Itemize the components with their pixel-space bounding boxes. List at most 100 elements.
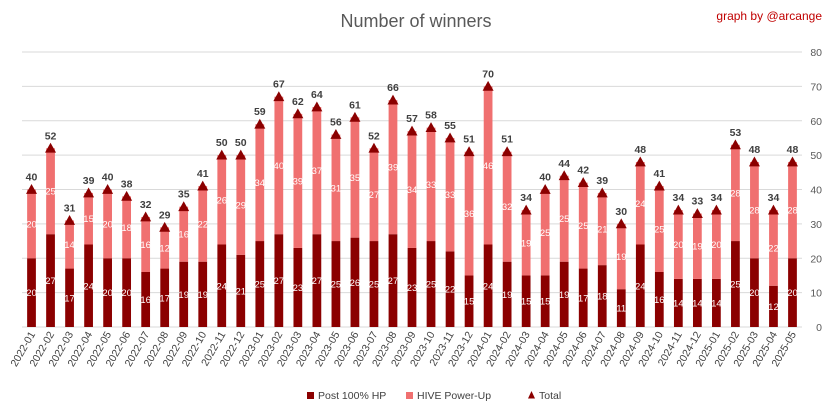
data-label-total: 48: [749, 144, 761, 156]
total-marker: [520, 204, 532, 215]
bar-hive-power-up: [578, 182, 588, 269]
data-label-post-100-hp: 17: [64, 293, 75, 304]
bar-hive-power-up: [597, 192, 607, 266]
bar-post-100-hp: [616, 289, 626, 327]
total-marker: [672, 204, 684, 215]
bar-hive-power-up: [445, 137, 455, 252]
data-label-total: 58: [425, 110, 437, 122]
data-label-hive-power-up: 25: [559, 214, 570, 225]
bar-post-100-hp: [141, 272, 151, 327]
data-label-hive-power-up: 25: [45, 187, 56, 198]
data-label-post-100-hp: 12: [768, 302, 779, 313]
data-label-hive-power-up: 20: [26, 219, 37, 230]
bar-post-100-hp: [426, 241, 436, 327]
bar-post-100-hp: [331, 241, 341, 327]
bar-post-100-hp: [274, 234, 284, 327]
bar-hive-power-up: [502, 151, 512, 262]
total-marker: [539, 184, 551, 194]
y-tick-label: 80: [810, 47, 822, 59]
data-label-post-100-hp: 24: [635, 281, 646, 292]
bar-hive-power-up: [712, 210, 721, 279]
data-label-hive-power-up: 34: [255, 178, 266, 189]
total-marker: [311, 101, 323, 112]
y-tick-label: 60: [810, 116, 822, 128]
data-label-post-100-hp: 24: [83, 281, 94, 292]
bar-post-100-hp: [217, 244, 227, 327]
data-label-total: 41: [197, 168, 209, 180]
bar-hive-power-up: [179, 206, 189, 262]
data-label-hive-power-up: 12: [159, 243, 170, 254]
bar-post-100-hp: [388, 234, 398, 327]
x-axis-ticks: 2022-012022-022022-032022-042022-052022-…: [8, 329, 799, 369]
data-label-post-100-hp: 22: [445, 285, 456, 296]
data-label-post-100-hp: 24: [216, 281, 227, 292]
data-label-hive-power-up: 19: [616, 252, 627, 263]
bar-post-100-hp: [540, 275, 550, 327]
bar-hive-power-up: [635, 162, 645, 245]
total-marker: [634, 156, 646, 167]
data-label-post-100-hp: 11: [616, 304, 626, 315]
data-label-total: 42: [577, 165, 589, 177]
data-label-hive-power-up: 27: [369, 190, 380, 201]
data-label-total: 61: [349, 99, 361, 111]
bar-post-100-hp: [46, 234, 55, 327]
bar-post-100-hp: [502, 261, 512, 327]
data-label-hive-power-up: 18: [121, 223, 132, 234]
bar-post-100-hp: [255, 241, 265, 327]
bar-hive-power-up: [331, 134, 341, 242]
data-label-total: 50: [235, 137, 247, 149]
bar-post-100-hp: [673, 278, 683, 327]
data-label-total: 53: [730, 127, 742, 139]
bar-hive-power-up: [217, 155, 227, 245]
data-label-post-100-hp: 26: [350, 278, 361, 289]
bar-hive-power-up: [750, 162, 759, 259]
data-label-hive-power-up: 14: [64, 240, 75, 251]
bar-hive-power-up: [521, 210, 531, 276]
data-label-total: 34: [520, 192, 532, 204]
bar-post-100-hp: [369, 241, 379, 327]
data-label-hive-power-up: 37: [312, 166, 323, 177]
bar-post-100-hp: [198, 261, 208, 327]
data-label-hive-power-up: 39: [388, 163, 399, 174]
bar-hive-power-up: [540, 189, 550, 276]
data-label-post-100-hp: 24: [483, 281, 494, 292]
data-label-post-100-hp: 27: [45, 276, 56, 287]
total-marker: [121, 190, 133, 201]
legend-swatch: [406, 392, 413, 399]
data-label-hive-power-up: 36: [464, 209, 475, 220]
data-label-hive-power-up: 15: [83, 214, 94, 225]
data-label-total: 48: [634, 144, 646, 156]
bar-post-100-hp: [236, 254, 246, 327]
bar-post-100-hp: [692, 278, 702, 327]
total-marker: [729, 139, 741, 150]
data-label-total: 34: [711, 192, 723, 204]
data-label-hive-power-up: 16: [178, 230, 189, 241]
data-label-post-100-hp: 27: [388, 276, 399, 287]
data-label-total: 56: [330, 117, 342, 129]
total-marker: [235, 149, 247, 160]
total-marker: [178, 201, 190, 212]
bar-post-100-hp: [103, 258, 112, 327]
data-label-post-100-hp: 14: [692, 298, 703, 309]
bar-post-100-hp: [65, 268, 74, 327]
total-marker: [748, 156, 760, 167]
bar-hive-power-up: [388, 100, 398, 235]
data-label-total: 52: [45, 130, 57, 142]
total-marker: [577, 177, 589, 188]
bar-post-100-hp: [521, 275, 531, 327]
bar-hive-power-up: [788, 162, 797, 259]
total-marker: [159, 221, 171, 232]
data-label-hive-power-up: 19: [692, 242, 703, 253]
bar-hive-power-up: [236, 155, 246, 255]
bar-post-100-hp: [712, 278, 721, 327]
data-label-total: 51: [501, 134, 513, 146]
bar-post-100-hp: [769, 285, 778, 327]
data-label-post-100-hp: 25: [369, 280, 380, 291]
data-label-total: 40: [539, 172, 551, 184]
data-label-hive-power-up: 39: [293, 176, 304, 187]
data-label-post-100-hp: 27: [274, 276, 285, 287]
bar-post-100-hp: [293, 247, 303, 327]
bar-hive-power-up: [274, 96, 284, 235]
data-label-hive-power-up: 16: [140, 240, 151, 251]
bar-post-100-hp: [483, 244, 493, 327]
